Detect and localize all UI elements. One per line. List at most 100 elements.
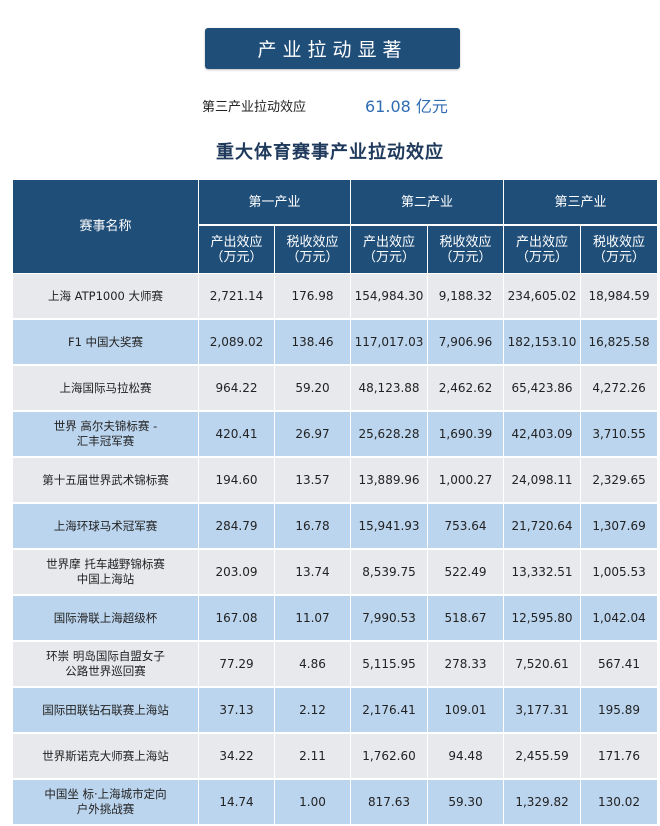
value-cell: 37.13 — [198, 686, 275, 734]
value-cell: 154,984.30 — [350, 273, 429, 320]
subheader-metric: 产出效应 — [210, 234, 263, 250]
table-row: 世界斯诺克大师赛上海站 34.22 2.11 1,762.60 94.48 2,455.5… — [12, 732, 659, 780]
value-cell: 2,089.02 — [198, 318, 275, 366]
value-cell: 2,455.59 — [503, 732, 582, 780]
event-name-line: 世界 高尔夫锦标赛 - — [53, 419, 158, 433]
header-event-name: 赛事名称 — [12, 179, 199, 274]
value-cell: 77.29 — [198, 640, 275, 688]
table-row: 中国坐 标·上海城市定向 户外挑战赛 14.74 1.00 817.63 59.30 1,3… — [12, 778, 659, 826]
stat-label: 第三产业拉动效应 — [202, 100, 307, 115]
event-name-line: 环崇 明岛国际自盟女子 — [46, 649, 165, 663]
value-cell: 3,177.31 — [503, 686, 582, 734]
subheader-cell: 税收效应 （万元） — [427, 224, 505, 274]
value-cell: 567.41 — [580, 640, 659, 688]
value-cell: 138.46 — [273, 318, 352, 366]
event-name-line: 第十五届世界武术锦标赛 — [42, 472, 169, 487]
value-cell: 18,984.59 — [580, 273, 659, 320]
value-cell: 25,628.28 — [350, 410, 429, 458]
value-cell: 1,042.04 — [580, 594, 659, 642]
value-cell: 13.57 — [273, 456, 352, 504]
subheader-metric: 产出效应 — [516, 234, 569, 250]
value-cell: 13.74 — [273, 548, 352, 596]
value-cell: 94.48 — [427, 732, 505, 780]
event-name-line: 上海环球马术冠军赛 — [53, 518, 158, 533]
value-cell: 2,462.62 — [427, 364, 505, 412]
event-name-cell: 环崇 明岛国际自盟女子 公路世界巡回赛 — [12, 640, 199, 688]
value-cell: 194.60 — [198, 456, 275, 504]
event-name-cell: 世界 高尔夫锦标赛 - 汇丰冠军赛 — [12, 410, 199, 458]
event-name-line: F1 中国大奖赛 — [67, 334, 144, 349]
event-name-cell: 世界斯诺克大师赛上海站 — [12, 732, 199, 780]
value-cell: 522.49 — [427, 548, 505, 596]
value-cell: 420.41 — [198, 410, 275, 458]
table-row: 环崇 明岛国际自盟女子 公路世界巡回赛 77.29 4.86 5,115.95 278.3… — [12, 640, 659, 688]
table-row: 上海国际马拉松赛 964.22 59.20 48,123.88 2,462.62 65,4… — [12, 364, 659, 412]
value-cell: 59.30 — [427, 778, 505, 826]
event-name-cell: 第十五届世界武术锦标赛 — [12, 456, 199, 504]
subheader-unit: （万元） — [286, 249, 339, 265]
value-cell: 4.86 — [273, 640, 352, 688]
value-cell: 284.79 — [198, 502, 275, 550]
event-name-line: 国际滑联上海超级杯 — [53, 610, 158, 625]
industry-effect-table: 赛事名称 第一产业 第二产业 第三产业 产出效应 （万元） 税收效应 （万元） 产出效应… — [12, 179, 659, 826]
value-cell: 13,889.96 — [350, 456, 429, 504]
event-name-line: 中国坐 标·上海城市定向 — [44, 787, 167, 801]
value-cell: 2,721.14 — [198, 273, 275, 320]
event-name-cell: 世界摩 托车越野锦标赛 中国上海站 — [12, 548, 199, 596]
value-cell: 2.12 — [273, 686, 352, 734]
subheader-cell: 产出效应 （万元） — [350, 224, 429, 274]
value-cell: 3,710.55 — [580, 410, 659, 458]
value-cell: 1,000.27 — [427, 456, 505, 504]
header-secondary-industry: 第二产业 — [350, 179, 505, 226]
event-name-line: 世界摩 托车越野锦标赛 — [46, 557, 165, 571]
value-cell: 1,762.60 — [350, 732, 429, 780]
event-name-cell: 中国坐 标·上海城市定向 户外挑战赛 — [12, 778, 199, 826]
event-name-line: 户外挑战赛 — [76, 802, 135, 816]
subheader-metric: 税收效应 — [286, 234, 339, 250]
subheader-cell: 产出效应 （万元） — [503, 224, 582, 274]
value-cell: 1,690.39 — [427, 410, 505, 458]
subheader-metric: 产出效应 — [363, 234, 416, 250]
value-cell: 2,329.65 — [580, 456, 659, 504]
event-name-cell: 上海 ATP1000 大师赛 — [12, 273, 199, 320]
value-cell: 4,272.26 — [580, 364, 659, 412]
event-name-cell: 上海环球马术冠军赛 — [12, 502, 199, 550]
value-cell: 42,403.09 — [503, 410, 582, 458]
value-cell: 15,941.93 — [350, 502, 429, 550]
table-row: 上海 ATP1000 大师赛 2,721.14 176.98 154,984.30 9,… — [12, 273, 659, 320]
event-name-line: 上海 ATP1000 大师赛 — [47, 288, 163, 303]
value-cell: 14.74 — [198, 778, 275, 826]
value-cell: 7,990.53 — [350, 594, 429, 642]
value-cell: 753.64 — [427, 502, 505, 550]
value-cell: 26.97 — [273, 410, 352, 458]
event-name-cell: 国际田联钻石联赛上海站 — [12, 686, 199, 734]
subheader-cell: 税收效应 （万元） — [580, 224, 659, 274]
value-cell: 9,188.32 — [427, 273, 505, 320]
value-cell: 34.22 — [198, 732, 275, 780]
subheader-metric: 税收效应 — [439, 234, 492, 250]
table-body: 上海 ATP1000 大师赛 2,721.14 176.98 154,984.30 9,… — [12, 273, 659, 826]
value-cell: 817.63 — [350, 778, 429, 826]
subheader-cell: 税收效应 （万元） — [273, 224, 352, 274]
table-row: 世界 高尔夫锦标赛 - 汇丰冠军赛 420.41 26.97 25,628.28 1,69… — [12, 410, 659, 458]
event-name-line: 上海国际马拉松赛 — [59, 380, 152, 395]
value-cell: 13,332.51 — [503, 548, 582, 596]
event-name-cell: F1 中国大奖赛 — [12, 318, 199, 366]
value-cell: 48,123.88 — [350, 364, 429, 412]
value-cell: 117,017.03 — [350, 318, 429, 366]
value-cell: 176.98 — [273, 273, 352, 320]
tertiary-effect-stat: 第三产业拉动效应 61.08 亿元 — [0, 92, 660, 116]
value-cell: 7,906.96 — [427, 318, 505, 366]
subheader-unit: （万元） — [516, 249, 569, 265]
table-header: 赛事名称 第一产业 第二产业 第三产业 产出效应 （万元） 税收效应 （万元） 产出效应… — [12, 179, 659, 274]
header-primary-industry: 第一产业 — [197, 179, 352, 226]
value-cell: 5,115.95 — [350, 640, 429, 688]
value-cell: 59.20 — [273, 364, 352, 412]
value-cell: 16,825.58 — [580, 318, 659, 366]
value-cell: 2.11 — [273, 732, 352, 780]
value-cell: 1,005.53 — [580, 548, 659, 596]
value-cell: 1,307.69 — [580, 502, 659, 550]
value-cell: 1.00 — [273, 778, 352, 826]
value-cell: 109.01 — [427, 686, 505, 734]
subheader-unit: （万元） — [210, 249, 263, 265]
